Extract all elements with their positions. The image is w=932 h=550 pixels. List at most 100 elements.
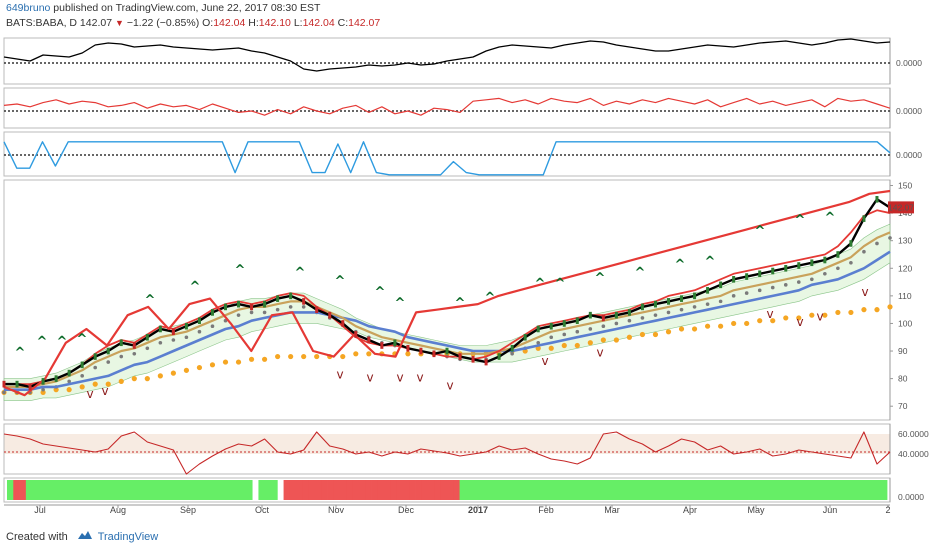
- candle: [614, 311, 618, 319]
- regime-bar: [176, 480, 184, 500]
- gray-dot: [888, 236, 892, 240]
- regime-bar: [139, 480, 146, 500]
- candle: [771, 267, 775, 275]
- regime-bar: [736, 480, 743, 500]
- published-text: published on TradingView.com, June 22, 2…: [53, 2, 321, 14]
- candle: [693, 292, 697, 300]
- candle: [627, 309, 631, 316]
- price-y-tick-label: 100: [898, 318, 912, 328]
- gray-dot: [562, 332, 567, 337]
- regime-bar: [811, 480, 819, 500]
- gray-dot: [836, 266, 840, 271]
- gray-dot: [236, 313, 241, 317]
- regime-bar: [484, 480, 492, 500]
- orange-dot: [40, 389, 46, 396]
- x-axis-tick-label: Apr: [683, 505, 697, 515]
- regime-bar: [629, 480, 636, 500]
- regime-bar: [516, 480, 523, 500]
- regime-bar: [711, 480, 718, 500]
- regime-bar: [861, 480, 869, 500]
- regime-bar: [497, 480, 504, 500]
- candle: [158, 325, 162, 333]
- regime-bar: [824, 480, 831, 500]
- oscillator-line: [3, 431, 891, 475]
- orange-dot: [261, 356, 268, 362]
- gray-dot: [575, 329, 580, 334]
- candle: [2, 380, 6, 388]
- orange-dot: [105, 381, 111, 387]
- gray-dot: [849, 260, 853, 265]
- gray-dot: [653, 313, 658, 317]
- orange-dot: [53, 387, 59, 393]
- orange-dot: [366, 351, 372, 357]
- regime-bar: [76, 480, 83, 500]
- regime-bar: [440, 480, 448, 500]
- regime-bar: [836, 480, 844, 500]
- regime-bar: [761, 480, 768, 500]
- regime-bar: [478, 480, 486, 500]
- sell-marker-icon: v: [396, 370, 403, 384]
- gray-dot: [823, 271, 827, 276]
- gray-dot: [262, 310, 267, 315]
- candle: [601, 314, 605, 322]
- regime-bar: [459, 480, 467, 500]
- regime-bar: [264, 480, 272, 500]
- buy-marker-icon: ^: [485, 290, 496, 305]
- regime-bar: [773, 480, 781, 500]
- regime-bar: [547, 480, 555, 500]
- candle: [536, 325, 540, 333]
- last-price-tag-label: 142.07: [888, 202, 914, 212]
- regime-bar: [296, 480, 303, 500]
- gray-dot: [106, 360, 111, 364]
- regime-bar: [7, 480, 14, 500]
- footer: Created with TradingView: [6, 530, 158, 543]
- regime-bar: [767, 480, 775, 500]
- x-axis-tick-label: Aug: [110, 505, 126, 515]
- regime-bar: [214, 480, 222, 500]
- orange-dot: [770, 318, 776, 324]
- candle: [497, 353, 501, 360]
- gray-dot: [119, 354, 124, 359]
- buy-marker-icon: ^: [455, 296, 466, 311]
- regime-bar: [38, 480, 46, 500]
- candle: [458, 353, 462, 360]
- gray-dot: [510, 351, 514, 356]
- candle: [41, 378, 45, 385]
- gray-dot: [875, 241, 879, 246]
- candle: [680, 295, 684, 302]
- regime-bar: [541, 480, 548, 500]
- buy-marker-icon: ^: [755, 224, 766, 239]
- orange-dot: [170, 370, 176, 376]
- regime-bar: [308, 480, 316, 500]
- regime-bar: [189, 480, 196, 500]
- orange-dot: [157, 373, 163, 379]
- x-axis-tick-label: Mar: [604, 505, 620, 515]
- candle: [132, 342, 136, 349]
- tradingview-brand[interactable]: TradingView: [97, 531, 159, 543]
- regime-bar: [641, 480, 649, 500]
- candle: [263, 300, 267, 308]
- candle: [367, 336, 371, 344]
- orange-dot: [587, 340, 593, 346]
- candle: [523, 333, 527, 341]
- gray-dot: [197, 329, 202, 334]
- buy-marker-icon: ^: [15, 346, 26, 361]
- regime-bar: [698, 480, 706, 500]
- orange-dot: [757, 318, 763, 324]
- regime-bar: [597, 480, 605, 500]
- candle: [67, 369, 71, 377]
- price-y-tick-label: 90: [898, 346, 908, 356]
- down-arrow-icon: ▼: [114, 18, 124, 28]
- gray-dot: [588, 327, 593, 331]
- orange-dot: [796, 315, 802, 321]
- regime-bar: [849, 480, 856, 500]
- regime-bar: [421, 480, 429, 500]
- regime-bar: [579, 480, 586, 500]
- x-axis-tick-label: 2017: [468, 505, 488, 515]
- regime-tick-label: 0.0000: [898, 492, 924, 502]
- regime-bar: [717, 480, 724, 500]
- regime-bar: [679, 480, 687, 500]
- author-link[interactable]: 649bruno: [6, 2, 51, 14]
- regime-bar: [63, 480, 71, 500]
